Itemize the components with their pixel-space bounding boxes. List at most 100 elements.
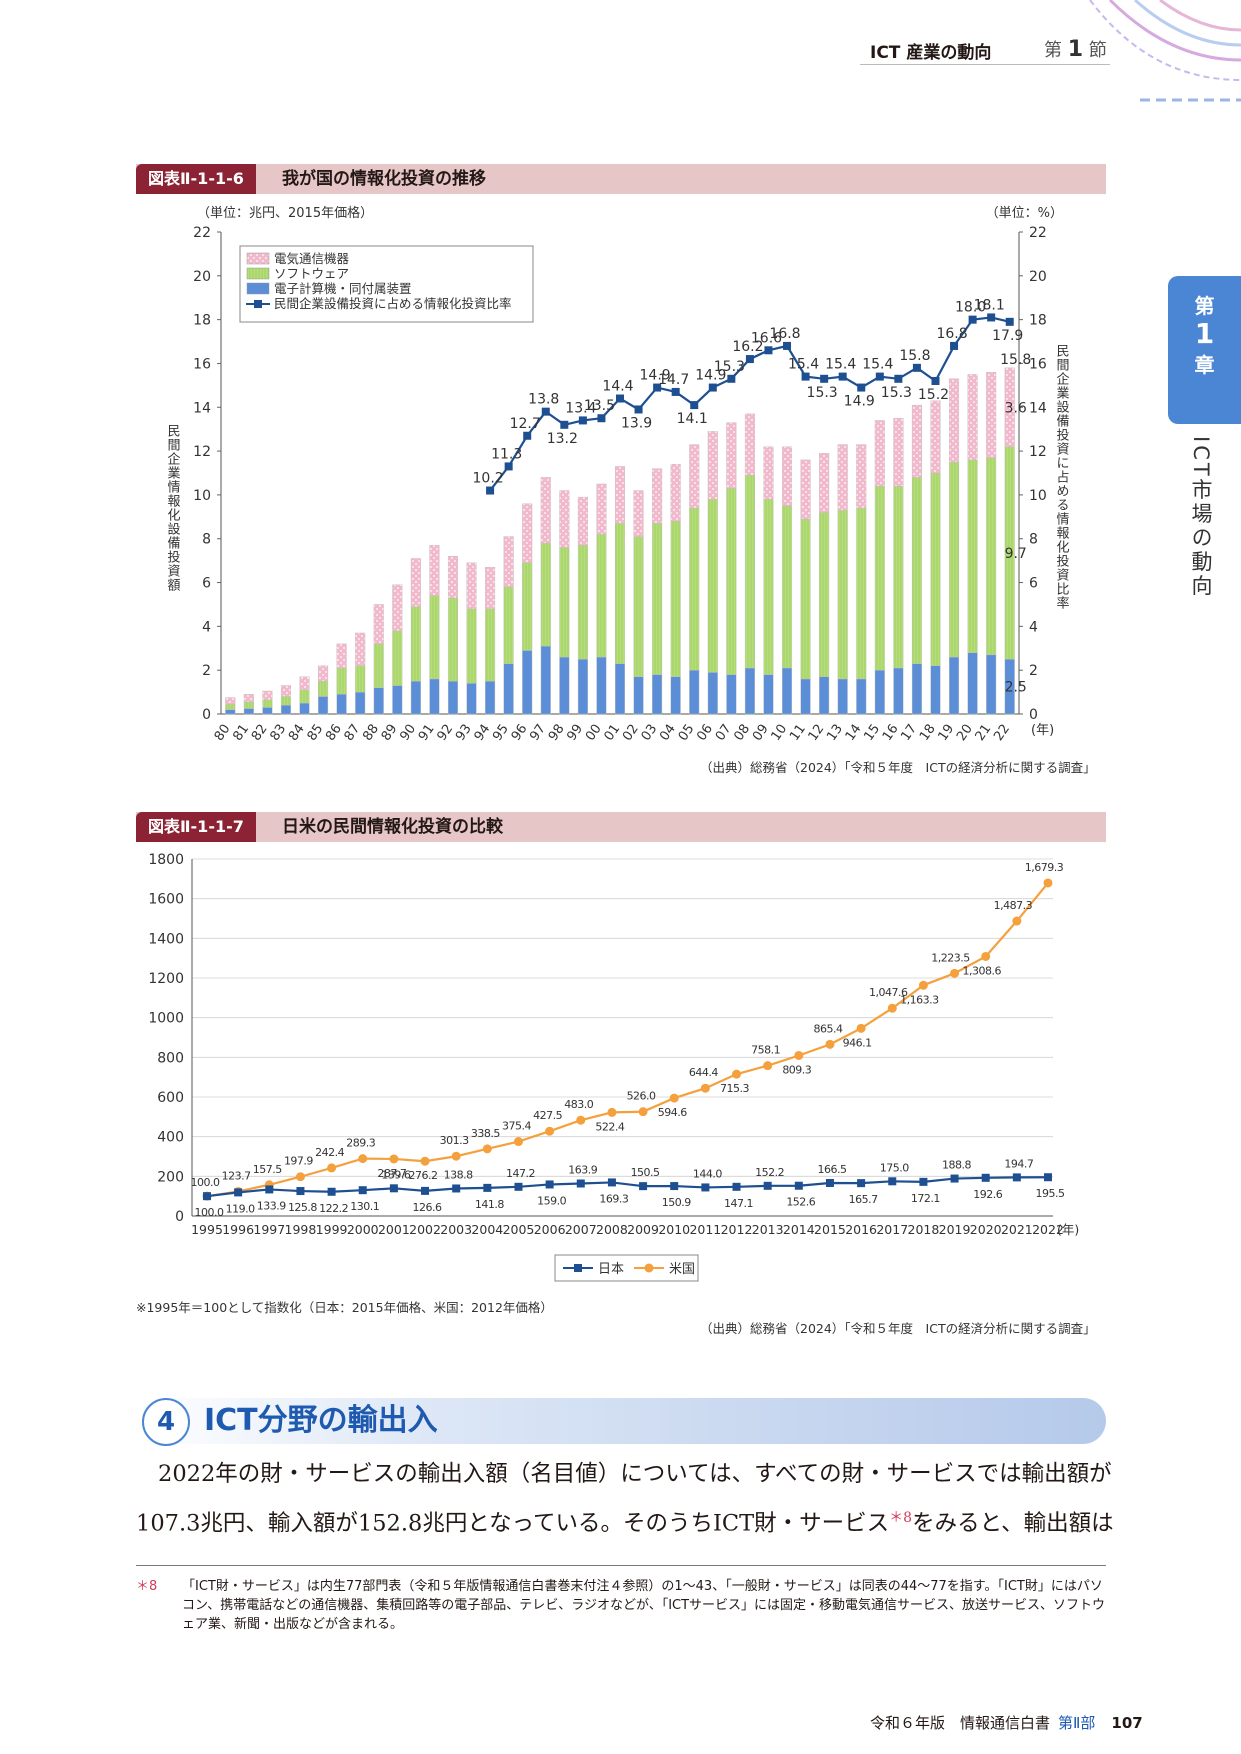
x-tick-label: 85 xyxy=(305,722,327,744)
bar-software xyxy=(800,518,811,680)
chapter-tab-prefix: 第 xyxy=(1194,294,1215,318)
japan-value-label: 165.7 xyxy=(849,1193,878,1206)
last-total-label: 15.8 xyxy=(1000,352,1031,368)
us-value-label: 375.4 xyxy=(502,1120,531,1133)
y-tick-label: 0 xyxy=(175,1209,184,1225)
x-tick-label: 93 xyxy=(453,722,475,744)
us-marker xyxy=(763,1061,773,1071)
ratio-label: 14.9 xyxy=(695,368,726,384)
x-tick-label: 12 xyxy=(806,722,828,744)
x-tick-label: 2003 xyxy=(440,1222,472,1237)
bar-software xyxy=(447,597,459,682)
us-marker xyxy=(327,1163,337,1173)
bar-telecom xyxy=(726,422,737,489)
bar-software xyxy=(540,542,551,647)
bar-hardware xyxy=(503,663,514,715)
y2-tick-label: 20 xyxy=(1029,269,1047,285)
bar-hardware xyxy=(652,674,663,715)
footnote-ref-8[interactable]: ＊8 xyxy=(889,1510,913,1526)
japan-value-label: 130.1 xyxy=(350,1200,379,1213)
y-tick-label: 8 xyxy=(202,532,211,548)
bar-telecom xyxy=(893,418,904,487)
japan-value-label: 138.8 xyxy=(444,1168,473,1181)
us-marker xyxy=(732,1069,742,1079)
y-tick-label: 400 xyxy=(157,1130,184,1146)
figure2-note: ※1995年＝100として指数化（日本：2015年価格、米国：2012年価格） xyxy=(136,1300,553,1315)
bar-hardware xyxy=(800,678,811,715)
japan-marker xyxy=(514,1182,523,1191)
us-value-label: 522.4 xyxy=(595,1120,624,1133)
ratio-marker xyxy=(653,383,662,392)
ratio-marker xyxy=(931,376,940,385)
us-marker xyxy=(358,1154,368,1164)
legend-swatch xyxy=(246,282,270,295)
y-tick-label: 600 xyxy=(157,1090,184,1106)
bar-hardware xyxy=(447,680,459,715)
y-tick-label: 1400 xyxy=(148,931,184,947)
x-tick-label: 2013 xyxy=(752,1222,784,1237)
us-marker xyxy=(950,968,960,978)
japan-marker xyxy=(576,1179,585,1188)
bar-software xyxy=(967,459,978,653)
ratio-marker xyxy=(560,420,569,429)
japan-marker xyxy=(763,1181,772,1190)
section-title: ICT 産業の動向 xyxy=(870,43,992,63)
y2-tick-label: 2 xyxy=(1029,663,1038,679)
bar-software xyxy=(781,505,793,669)
ratio-marker xyxy=(987,313,996,322)
us-value-label: 123.7 xyxy=(222,1169,251,1182)
section-number: 第 1 節 xyxy=(1044,36,1107,62)
x-tick-label: 95 xyxy=(490,722,512,744)
bar-hardware xyxy=(392,685,403,715)
us-marker xyxy=(638,1107,648,1117)
bar-hardware xyxy=(280,705,291,715)
bar-hardware xyxy=(633,676,644,715)
japan-value-label: 125.8 xyxy=(288,1201,317,1214)
bar-software xyxy=(614,523,626,664)
x-tick-label: 2019 xyxy=(939,1222,971,1237)
ratio-marker xyxy=(671,387,680,396)
japan-value-label: 195.5 xyxy=(1036,1187,1065,1200)
bar-telecom xyxy=(763,446,774,500)
ratio-label: 15.2 xyxy=(918,387,949,403)
x-tick-label: 17 xyxy=(898,722,920,744)
bar-telecom xyxy=(837,444,848,511)
bar-telecom xyxy=(429,545,440,596)
japan-marker xyxy=(265,1185,274,1194)
y2-tick-label: 6 xyxy=(1029,576,1038,592)
us-value-label: 1,308.6 xyxy=(962,964,1001,977)
x-tick-label: 2012 xyxy=(721,1222,753,1237)
body-line-2-text-b: をみると、輸出額は xyxy=(912,1510,1114,1537)
x-tick-label: 88 xyxy=(360,722,382,744)
japan-value-label: 175.0 xyxy=(880,1161,909,1174)
y-tick-label: 6 xyxy=(202,576,211,592)
y2-tick-label: 22 xyxy=(1029,225,1047,241)
bar-telecom xyxy=(670,464,681,522)
y-tick-label: 22 xyxy=(193,225,211,241)
us-marker xyxy=(389,1154,399,1164)
ratio-label: 17.9 xyxy=(992,328,1023,344)
japan-value-label: 100.0 xyxy=(195,1206,224,1219)
us-value-label: 287.7 xyxy=(377,1167,406,1180)
x-tick-label: 1999 xyxy=(316,1222,348,1237)
bar-software xyxy=(744,474,755,669)
x-tick-label: 16 xyxy=(880,722,902,744)
bar-telecom xyxy=(447,556,459,599)
y-tick-label: 18 xyxy=(193,313,211,329)
bar-software xyxy=(522,562,533,651)
us-marker xyxy=(482,1144,492,1154)
bar-software xyxy=(225,703,236,710)
japan-marker xyxy=(296,1187,305,1196)
chapter-tab[interactable]: 第 1 章 xyxy=(1168,276,1241,424)
japan-value-label: 192.6 xyxy=(973,1188,1002,1201)
us-marker xyxy=(576,1115,586,1125)
ratio-label: 18.0 xyxy=(955,300,986,316)
x-tick-label: 99 xyxy=(564,722,586,744)
us-value-label: 526.0 xyxy=(627,1090,656,1103)
japan-marker xyxy=(670,1182,679,1191)
x-tick-label: 21 xyxy=(973,722,995,744)
legend-swatch xyxy=(246,267,270,280)
ratio-label: 14.7 xyxy=(658,372,689,388)
x-tick-label: 2016 xyxy=(845,1222,877,1237)
ratio-marker xyxy=(634,405,643,414)
